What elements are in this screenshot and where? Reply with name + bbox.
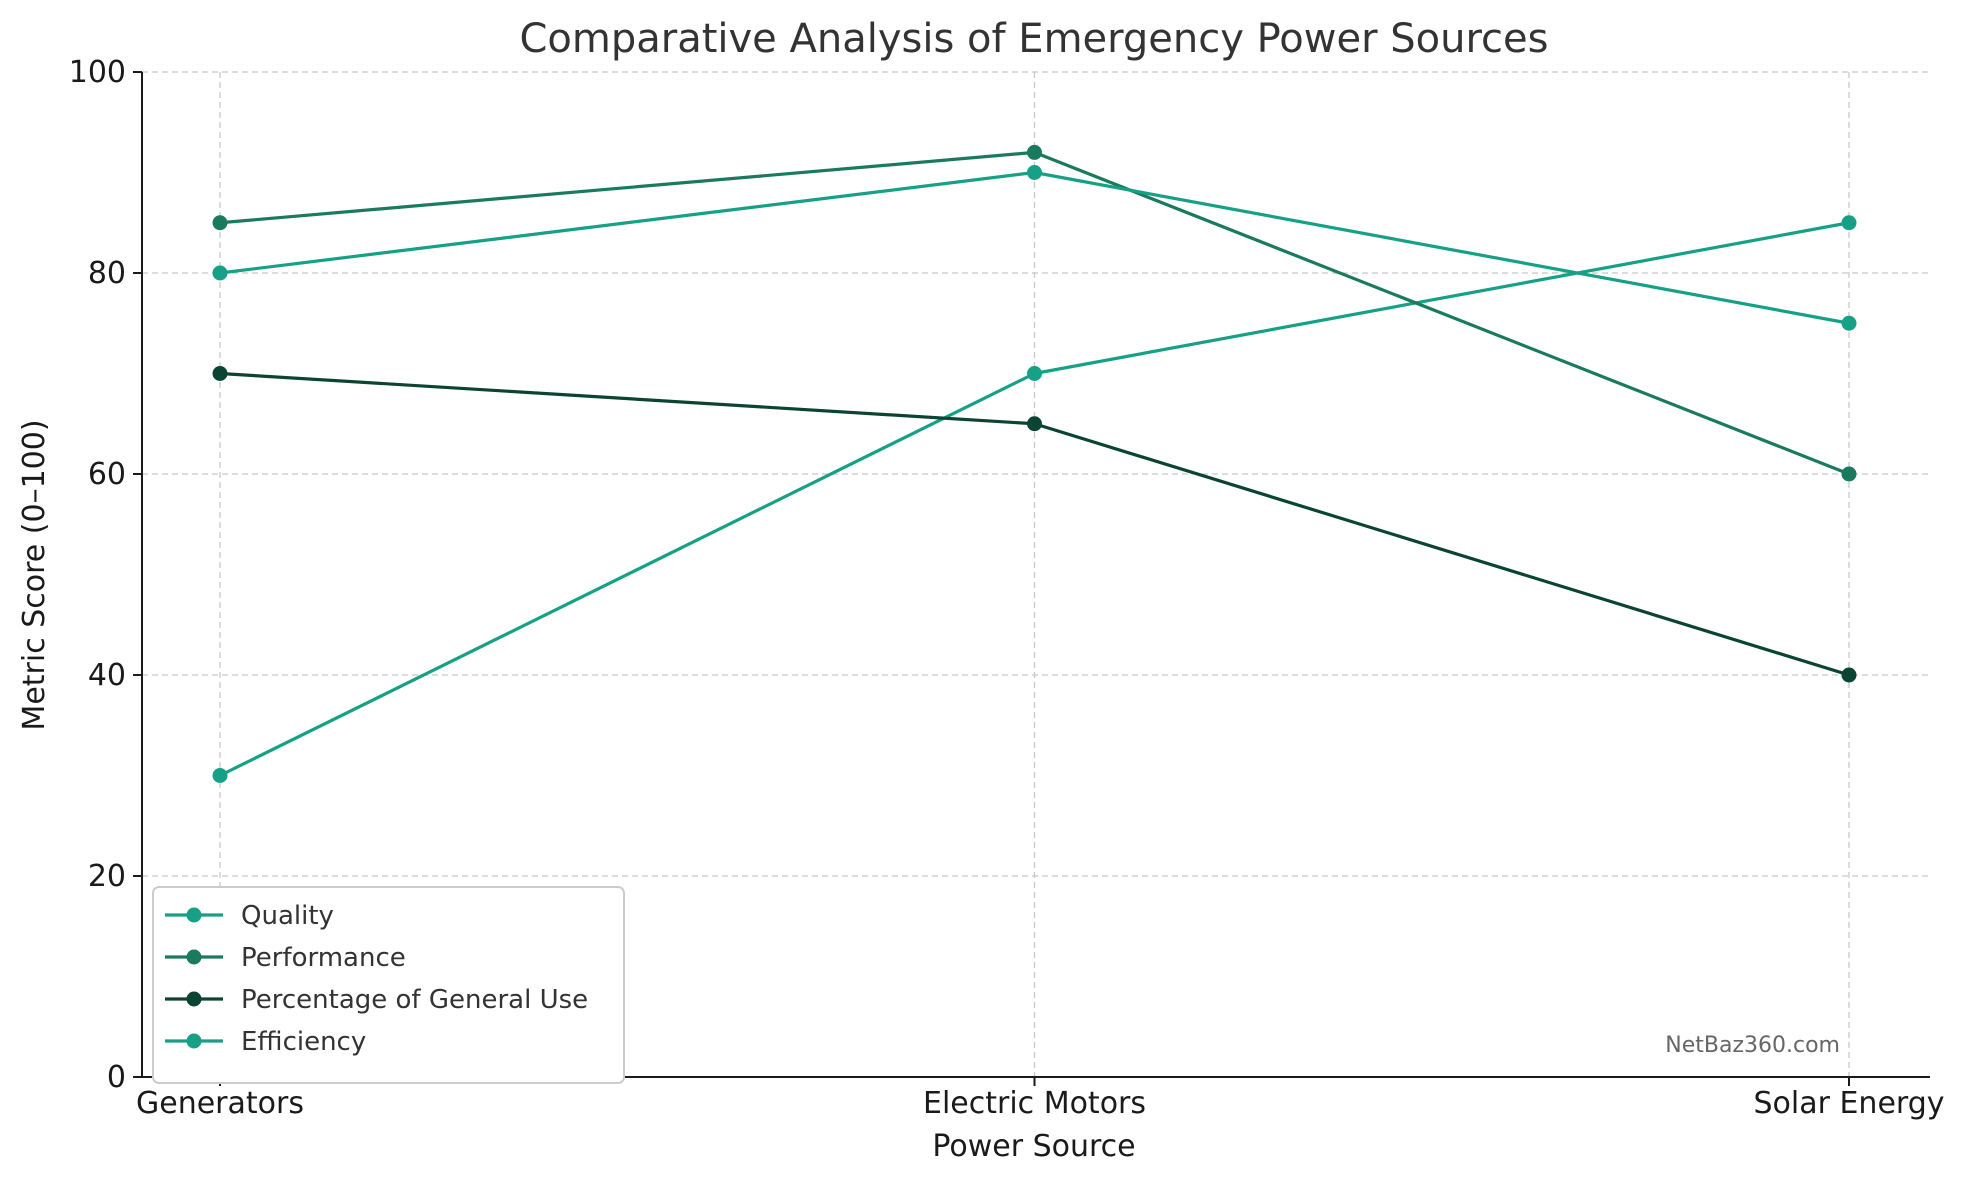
legend-label: Performance bbox=[241, 943, 406, 973]
x-tick-label: Electric Motors bbox=[923, 1086, 1146, 1121]
chart-title: Comparative Analysis of Emergency Power … bbox=[519, 16, 1548, 62]
data-point-percentage-of-general-use bbox=[212, 366, 228, 381]
x-tick-label: Solar Energy bbox=[1753, 1086, 1944, 1121]
data-point-quality bbox=[1027, 366, 1042, 381]
series-lines bbox=[212, 144, 1857, 783]
legend-item: Quality bbox=[165, 901, 334, 931]
x-axis-label: Power Source bbox=[932, 1129, 1135, 1164]
legend-item: Efficiency bbox=[165, 1027, 366, 1057]
grid-lines bbox=[142, 71, 1930, 1077]
y-tick-label: 60 bbox=[88, 457, 126, 492]
series-percentage-of-general-use bbox=[212, 366, 1857, 683]
y-tick-label: 20 bbox=[88, 859, 126, 894]
legend: Quality Performance Percentage of General … bbox=[152, 886, 625, 1084]
legend-label: Quality bbox=[241, 901, 334, 931]
x-tick-label: Generators bbox=[136, 1086, 304, 1121]
legend-label: Percentage of General Use bbox=[241, 985, 588, 1015]
y-tick-label: 100 bbox=[69, 55, 126, 90]
legend-item: Performance bbox=[165, 943, 406, 973]
data-point-performance bbox=[1841, 466, 1857, 482]
legend-marker bbox=[186, 991, 202, 1007]
legend-marker bbox=[186, 907, 202, 923]
legend-marker bbox=[186, 1033, 202, 1049]
data-point-efficiency bbox=[1841, 315, 1857, 331]
legend-box bbox=[152, 886, 625, 1084]
data-point-efficiency bbox=[1027, 165, 1042, 180]
series-efficiency bbox=[212, 165, 1857, 331]
legend-label: Efficiency bbox=[241, 1027, 366, 1057]
series-performance bbox=[212, 144, 1857, 482]
y-tick-label: 40 bbox=[88, 658, 126, 693]
legend-item: Percentage of General Use bbox=[165, 985, 588, 1015]
data-point-quality bbox=[1841, 215, 1857, 231]
data-point-percentage-of-general-use bbox=[1841, 667, 1857, 683]
y-tick-label: 0 bbox=[107, 1060, 126, 1095]
tick-labels: 0 20 40 60 80 100 Generators Electric Motors Sol… bbox=[69, 55, 1945, 1121]
y-tick-label: 80 bbox=[88, 256, 126, 291]
data-point-performance bbox=[1027, 144, 1042, 160]
data-point-percentage-of-general-use bbox=[1027, 416, 1042, 432]
data-point-performance bbox=[212, 215, 228, 231]
y-axis-label: Metric Score (0–100) bbox=[17, 419, 52, 730]
data-point-quality bbox=[212, 768, 228, 783]
data-point-efficiency bbox=[212, 265, 228, 281]
watermark-text: NetBaz360.com bbox=[1665, 1033, 1840, 1058]
legend-marker bbox=[186, 949, 202, 965]
